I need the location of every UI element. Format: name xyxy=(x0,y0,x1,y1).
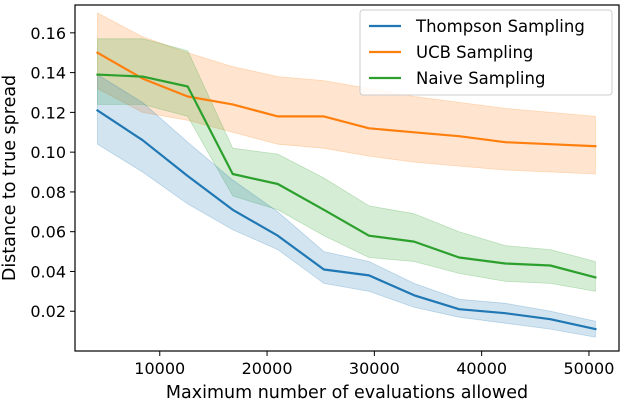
plot-frame xyxy=(74,4,620,352)
y-tick-label: 0.16 xyxy=(30,24,66,43)
x-tick-label: 10000 xyxy=(134,359,185,378)
x-tick-label: 50000 xyxy=(564,359,615,378)
x-tick-label: 20000 xyxy=(242,359,293,378)
y-axis-ticks: 0.02 0.04 0.06 0.08 0.10 0.12 0.14 0.16 xyxy=(30,24,75,321)
y-tick-label: 0.02 xyxy=(30,302,66,321)
legend-box xyxy=(359,9,613,96)
legend-label-naive-sampling: Naive Sampling xyxy=(416,69,545,88)
legend-label-ucb-sampling: UCB Sampling xyxy=(416,43,533,62)
legend: Thompson Sampling UCB Sampling Naive Sampl… xyxy=(359,9,613,96)
y-tick-label: 0.10 xyxy=(30,143,66,162)
y-axis-label: Distance to true spread xyxy=(0,75,20,281)
ucb-sampling-band xyxy=(97,12,596,175)
x-tick-label: 40000 xyxy=(456,359,507,378)
x-axis-label: Maximum number of evaluations allowed xyxy=(166,383,528,403)
y-tick-label: 0.04 xyxy=(30,262,66,281)
naive-sampling-line xyxy=(96,73,597,279)
y-tick-label: 0.12 xyxy=(30,103,66,122)
x-tick-label: 30000 xyxy=(349,359,400,378)
y-tick-label: 0.14 xyxy=(30,64,66,83)
ucb-sampling-line xyxy=(95,51,597,148)
legend-label-thompson-sampling: Thompson Sampling xyxy=(415,17,585,36)
thompson-sampling-band xyxy=(97,73,596,338)
x-axis-ticks: 10000 20000 30000 40000 50000 xyxy=(134,351,614,378)
y-tick-label: 0.06 xyxy=(30,223,66,242)
thompson-sampling-line xyxy=(95,108,597,331)
series-lines xyxy=(95,51,597,331)
y-tick-label: 0.08 xyxy=(30,183,66,202)
